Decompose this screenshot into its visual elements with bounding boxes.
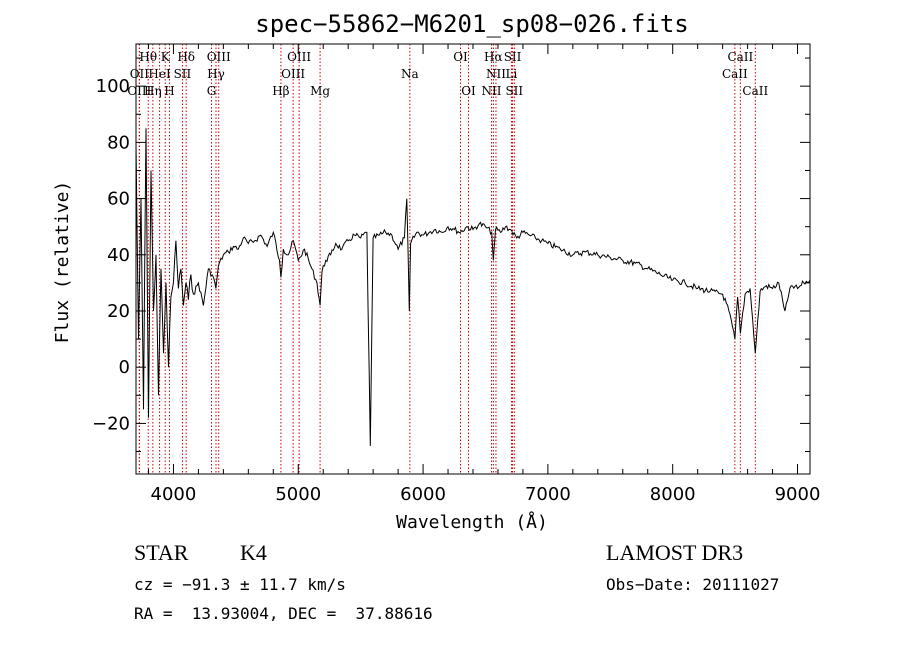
x-tick-label: 9000	[775, 484, 821, 505]
spectral-line-label: CaII	[727, 50, 753, 64]
spectral-line-markers	[138, 44, 756, 474]
spectral-line-label: SII	[505, 84, 523, 98]
spectral-line-label: Hβ	[272, 84, 289, 98]
spectral-line-label: Na	[401, 67, 419, 81]
x-axis-label: Wavelength (Å)	[396, 511, 548, 533]
y-tick-label: 20	[107, 301, 130, 322]
x-tick-label: 7000	[525, 484, 571, 505]
chart-title: spec−55862−M6201_sp08−026.fits	[255, 10, 688, 38]
y-tick-label: 80	[107, 132, 130, 153]
spectral-line-label: OII	[130, 67, 150, 81]
spectral-line-label: SII	[504, 50, 522, 64]
spectral-line-label: HeI	[148, 67, 171, 81]
y-tick-label: 100	[96, 76, 130, 97]
object-subclass: K4	[240, 540, 267, 565]
y-tick-label: 40	[107, 245, 130, 266]
spectral-line-label: Hα	[484, 50, 503, 64]
spectral-line-label: Mg	[310, 84, 330, 98]
spectral-line-label: OI	[453, 50, 468, 64]
spectral-line-label: Hγ	[207, 67, 225, 81]
redshift-velocity: cz = −91.3 ± 11.7 km/s	[134, 575, 346, 594]
spectral-line-label: NII	[481, 84, 501, 98]
x-tick-label: 8000	[650, 484, 696, 505]
x-axis-ticks: 4000 5000 6000 7000 8000 9000	[147, 44, 821, 505]
spectral-line-label: OIII	[287, 50, 311, 64]
x-tick-label: 5000	[275, 484, 321, 505]
spectral-line-label: OIII	[281, 67, 305, 81]
y-tick-label: 60	[107, 189, 130, 210]
flux-series	[135, 128, 811, 446]
spectral-line-label: H	[164, 84, 174, 98]
y-tick-label: 0	[119, 357, 130, 378]
spectral-line-label: Hη	[144, 84, 162, 98]
spectral-line-label: OI	[461, 84, 476, 98]
x-tick-label: 4000	[151, 484, 197, 505]
spectral-line-label: CaII	[742, 84, 768, 98]
spectral-line-label: NII	[486, 67, 506, 81]
y-axis-ticks: −20 0 20 40 60 80 100	[92, 57, 810, 453]
x-tick-label: 6000	[400, 484, 446, 505]
object-class: STAR	[134, 540, 189, 565]
spectral-line-label: Hθ	[139, 50, 157, 64]
survey-name: LAMOST DR3	[606, 540, 744, 565]
spectral-line-label: OIII	[127, 84, 151, 98]
spectral-line-label: Hδ	[177, 50, 195, 64]
spectral-line-label: OIII	[207, 50, 231, 64]
spectral-line-label: K	[161, 50, 171, 64]
spectral-line-label: G	[207, 84, 217, 98]
observation-date: Obs−Date: 20111027	[606, 575, 780, 594]
y-axis-label: Flux (relative)	[52, 181, 73, 344]
spectral-line-label: CaII	[722, 67, 748, 81]
spectral-line-label: SII	[174, 67, 192, 81]
y-tick-label: −20	[92, 413, 130, 434]
plot-frame	[135, 43, 811, 475]
spectral-line-label: Li	[506, 67, 518, 81]
coordinates: RA = 13.93004, DEC = 37.88616	[134, 604, 433, 623]
